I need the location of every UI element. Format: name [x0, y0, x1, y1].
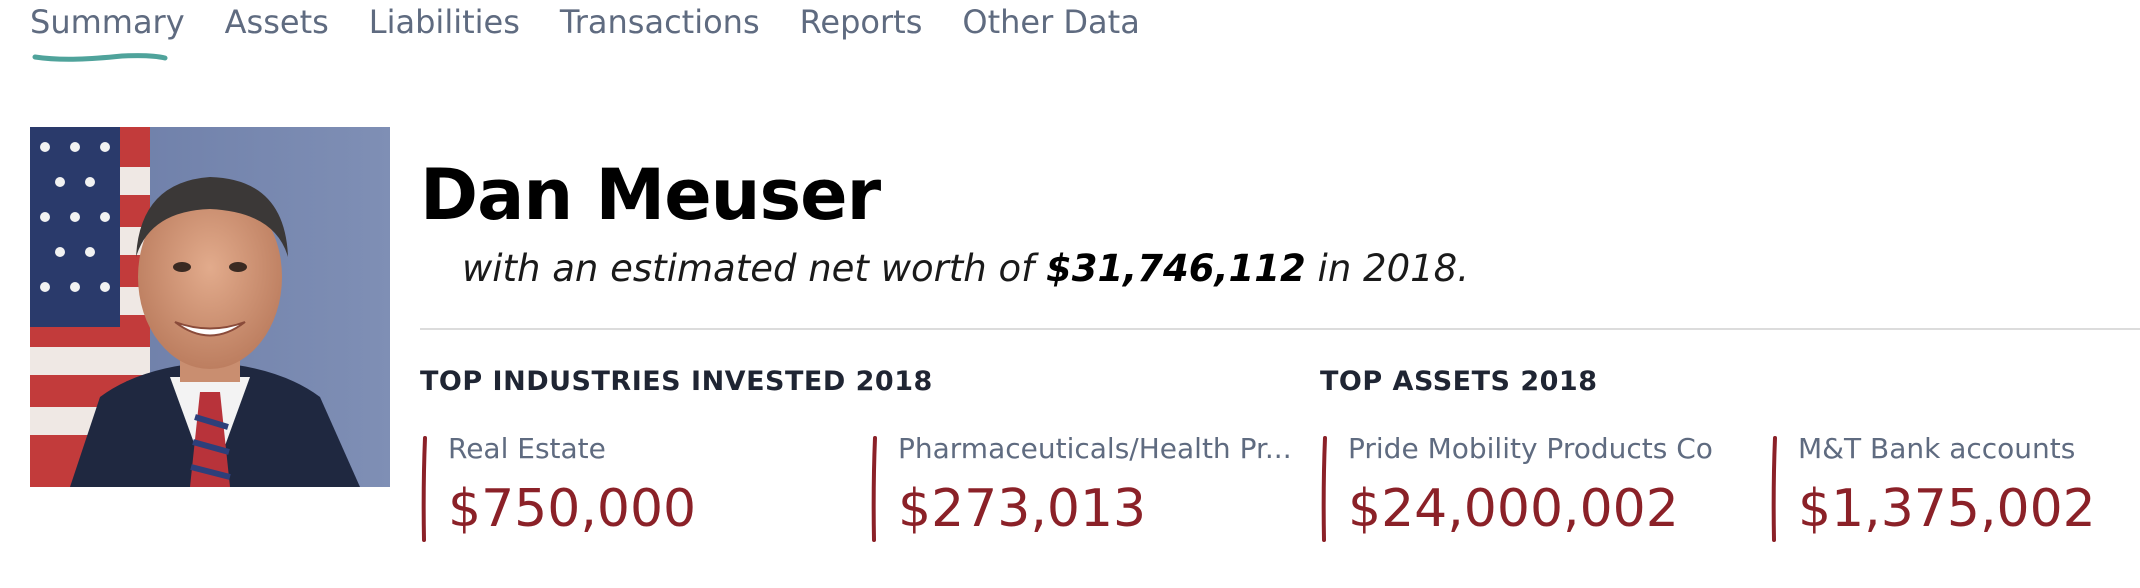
accent-bar	[1771, 436, 1777, 542]
section-divider	[420, 328, 2140, 330]
profile-name: Dan Meuser	[420, 154, 881, 236]
tab-other-data[interactable]: Other Data	[962, 0, 1139, 44]
tab-reports-label: Reports	[799, 3, 923, 41]
profile-photo-image	[30, 127, 390, 487]
tab-assets-label: Assets	[224, 3, 329, 41]
asset-value: $1,375,002	[1798, 479, 2096, 539]
net-worth-amount: $31,746,112	[1045, 247, 1306, 290]
tab-assets[interactable]: Assets	[225, 0, 329, 44]
industry-stat: Real Estate $750,000	[420, 430, 860, 545]
accent-bar	[871, 436, 877, 542]
tab-summary[interactable]: Summary	[30, 0, 185, 62]
asset-value: $24,000,002	[1348, 479, 1679, 539]
top-assets-title: TOP ASSETS 2018	[1320, 366, 1598, 397]
asset-label: Pride Mobility Products Co	[1348, 432, 1713, 465]
industry-label: Pharmaceuticals/Health Pr...	[898, 432, 1292, 465]
net-worth-line: with an estimated net worth of $31,746,1…	[462, 244, 1469, 294]
asset-stat: M&T Bank accounts $1,375,002	[1770, 430, 2130, 545]
tab-bar: Summary Assets Liabilities Transactions …	[30, 0, 1180, 70]
industry-stat: Pharmaceuticals/Health Pr... $273,013	[870, 430, 1310, 545]
accent-bar	[421, 436, 427, 542]
profile-photo	[30, 127, 390, 487]
net-worth-suffix: in 2018.	[1305, 247, 1469, 290]
industry-value: $273,013	[898, 479, 1147, 539]
tab-liabilities-label: Liabilities	[368, 3, 520, 41]
top-industries-title: TOP INDUSTRIES INVESTED 2018	[420, 366, 933, 397]
asset-label: M&T Bank accounts	[1798, 432, 2076, 465]
net-worth-prefix: with an estimated net worth of	[462, 247, 1046, 290]
asset-stat: Pride Mobility Products Co $24,000,002	[1320, 430, 1770, 545]
tab-summary-label: Summary	[30, 3, 185, 41]
active-tab-underline	[32, 53, 168, 62]
industry-label: Real Estate	[448, 432, 606, 465]
tab-transactions[interactable]: Transactions	[560, 0, 760, 44]
tab-other-data-label: Other Data	[962, 3, 1140, 41]
tab-transactions-label: Transactions	[559, 3, 760, 41]
industry-value: $750,000	[448, 479, 697, 539]
tab-liabilities[interactable]: Liabilities	[369, 0, 520, 44]
tab-reports[interactable]: Reports	[800, 0, 923, 44]
accent-bar	[1321, 436, 1327, 542]
